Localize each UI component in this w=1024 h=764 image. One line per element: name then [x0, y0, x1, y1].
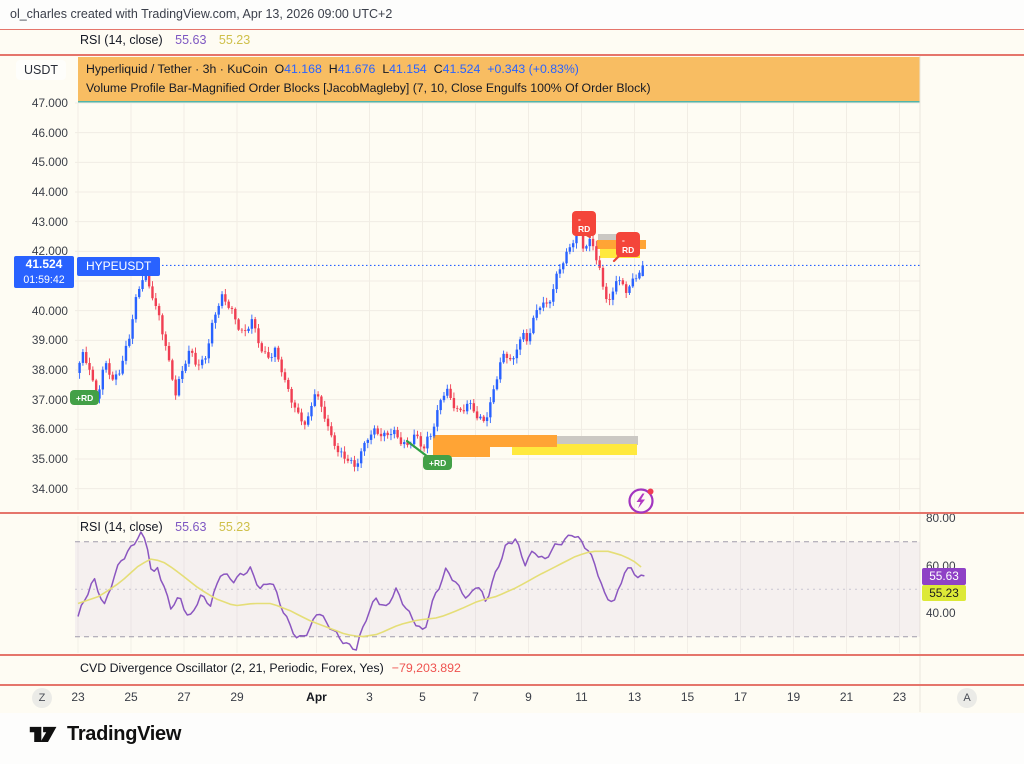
candles	[78, 223, 644, 472]
last-price-tag: 41.524 01:59:42	[14, 256, 74, 288]
pane-separator-2[interactable]	[0, 54, 1024, 56]
bottom-strip	[0, 713, 1024, 764]
price-tick-label: 44.000	[31, 185, 68, 199]
price-tick-label: 38.000	[31, 363, 68, 377]
rsi-signal-value-tag: 55.23	[922, 585, 966, 601]
symbol-ohlc-row: Hyperliquid / Tether · 3h · KuCoin O41.16…	[86, 61, 579, 76]
price-tick-label: 45.000	[31, 155, 68, 170]
open-value: 41.168	[284, 61, 322, 76]
rsi-top-value: 55.63	[175, 33, 207, 47]
time-axis-label: 3	[366, 690, 373, 704]
tradingview-logo-text: TradingView	[67, 722, 182, 745]
low-value: 41.154	[389, 61, 427, 76]
gridlines	[75, 56, 921, 712]
rsi-top-title: RSI (14, close)	[80, 33, 163, 47]
price-tick-label: 37.000	[31, 392, 68, 407]
pane-separator-1[interactable]	[0, 28, 1024, 31]
pane-separator-3[interactable]	[0, 512, 1024, 514]
rsi-axis-tick-40: 40.00	[926, 606, 956, 620]
price-tick-label: 43.000	[31, 214, 68, 229]
symbol-title: Hyperliquid / Tether · 3h · KuCoin	[86, 61, 268, 76]
rsi-pane-legend[interactable]: RSI (14, close) 55.63 55.23	[80, 520, 250, 534]
minus-rd-label-2: -RD	[616, 232, 641, 257]
rsi-pane-signal-value: 55.23	[218, 520, 251, 534]
bar-countdown: 01:59:42	[23, 274, 65, 286]
time-axis-label: 29	[230, 690, 244, 704]
time-axis-label: 11	[575, 690, 588, 704]
attribution-note: ol_charles created with TradingView.com,…	[10, 7, 393, 21]
minus-rd-label-1: -RD	[572, 211, 597, 236]
pane-separator-4[interactable]	[0, 654, 1024, 656]
time-axis-label: 25	[124, 690, 138, 704]
timezone-button[interactable]: Z	[32, 688, 52, 708]
time-axis-label: Apr	[306, 690, 327, 704]
tradingview-logo-mark	[29, 726, 57, 742]
last-price-value: 41.524	[25, 257, 63, 271]
time-axis-label: 23	[71, 690, 85, 704]
plus-rd-label-1: +RD	[70, 390, 100, 405]
rsi-pane-title: RSI (14, close)	[80, 520, 163, 534]
plus-rd-label-2: +RD	[423, 455, 453, 470]
symbol-indicator-banner[interactable]: Hyperliquid / Tether · 3h · KuCoin O41.16…	[78, 56, 920, 103]
rsi-pane-value: 55.63	[175, 520, 207, 534]
time-axis-label: 5	[419, 690, 426, 704]
time-axis-label: 13	[627, 690, 642, 704]
price-tick-label: 47.000	[31, 96, 68, 110]
time-axis-label: 9	[525, 690, 532, 704]
rsi-plot	[75, 531, 920, 651]
time-axis-label: 23	[892, 690, 907, 704]
time-axis-label: 27	[177, 690, 191, 704]
rsi-axis-tick-80: 80.00	[926, 511, 956, 525]
flash-reaction-icon[interactable]	[627, 487, 655, 515]
rsi-top-signal-value: 55.23	[218, 33, 251, 47]
high-value: 41.676	[337, 61, 376, 76]
indicator-title: Volume Profile Bar-Magnified Order Block…	[86, 81, 651, 95]
cvd-value: −79,203.892	[391, 661, 461, 675]
order-blocks	[433, 234, 646, 457]
symbol-axis-tag[interactable]: HYPEUSDT	[77, 257, 161, 276]
price-tick-label: 34.000	[31, 481, 68, 496]
price-tick-label: 39.000	[31, 333, 68, 348]
time-axis-label: 17	[733, 690, 748, 704]
currency-unit-toggle[interactable]: USDT	[16, 60, 67, 80]
time-axis-label: 7	[472, 690, 479, 704]
pane-separator-5[interactable]	[0, 684, 1024, 686]
time-axis-label: 21	[839, 690, 854, 704]
price-tick-label: 36.000	[31, 422, 68, 437]
price-tick-label: 40.000	[31, 303, 68, 318]
price-tick-label: 35.000	[31, 452, 68, 466]
cvd-pane-legend[interactable]: CVD Divergence Oscillator (2, 21, Period…	[80, 661, 461, 675]
price-tick-label: 46.000	[31, 125, 68, 140]
auto-scale-button[interactable]: A	[957, 688, 977, 708]
cvd-title: CVD Divergence Oscillator (2, 21, Period…	[80, 661, 384, 675]
rsi-value-tag: 55.63	[922, 568, 966, 585]
rsi-collapsed-pane-legend[interactable]: RSI (14, close) 55.63 55.23	[80, 33, 250, 47]
change-value: +0.343 (+0.83%)	[487, 61, 579, 76]
top-strip	[0, 0, 1024, 29]
time-axis-label: 19	[786, 690, 801, 704]
price-tick-label: 42.000	[31, 244, 68, 259]
close-value: 41.524	[442, 61, 481, 76]
tradingview-logo[interactable]: TradingView	[28, 720, 181, 748]
time-axis-label: 15	[680, 690, 695, 704]
